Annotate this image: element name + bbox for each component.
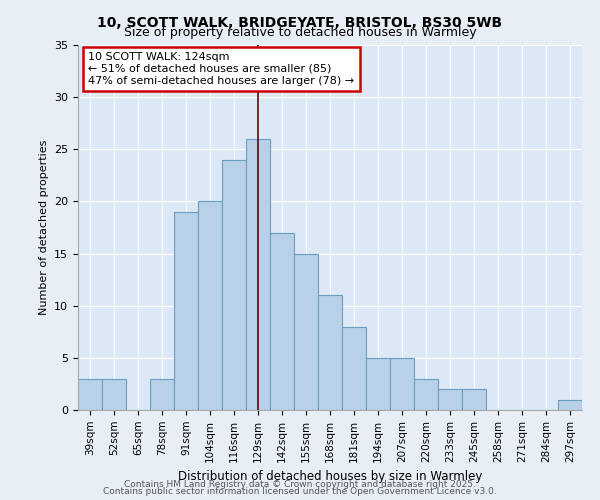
Bar — [366, 358, 390, 410]
Text: Contains public sector information licensed under the Open Government Licence v3: Contains public sector information licen… — [103, 487, 497, 496]
Bar — [294, 254, 318, 410]
Text: 10 SCOTT WALK: 124sqm
← 51% of detached houses are smaller (85)
47% of semi-deta: 10 SCOTT WALK: 124sqm ← 51% of detached … — [88, 52, 354, 86]
Bar — [198, 202, 222, 410]
Text: Size of property relative to detached houses in Warmley: Size of property relative to detached ho… — [124, 26, 476, 39]
Bar — [462, 389, 486, 410]
Bar — [414, 378, 438, 410]
Bar — [390, 358, 414, 410]
X-axis label: Distribution of detached houses by size in Warmley: Distribution of detached houses by size … — [178, 470, 482, 483]
Bar — [222, 160, 246, 410]
Bar — [342, 326, 366, 410]
Y-axis label: Number of detached properties: Number of detached properties — [38, 140, 49, 315]
Bar — [102, 378, 126, 410]
Bar — [318, 296, 342, 410]
Bar — [558, 400, 582, 410]
Bar — [270, 232, 294, 410]
Bar — [78, 378, 102, 410]
Text: Contains HM Land Registry data © Crown copyright and database right 2025.: Contains HM Land Registry data © Crown c… — [124, 480, 476, 489]
Bar — [150, 378, 174, 410]
Bar — [246, 139, 270, 410]
Bar — [174, 212, 198, 410]
Text: 10, SCOTT WALK, BRIDGEYATE, BRISTOL, BS30 5WB: 10, SCOTT WALK, BRIDGEYATE, BRISTOL, BS3… — [97, 16, 503, 30]
Bar — [438, 389, 462, 410]
